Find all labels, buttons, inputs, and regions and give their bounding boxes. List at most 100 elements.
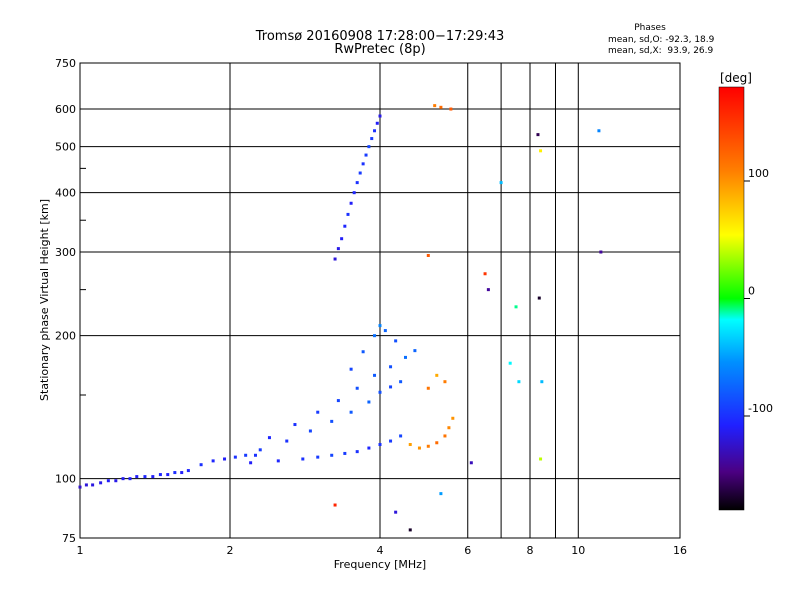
- data-point: [333, 257, 337, 261]
- x-tick-label: 1: [77, 544, 84, 557]
- data-point: [539, 149, 543, 153]
- data-point: [375, 121, 379, 125]
- data-point: [244, 453, 248, 457]
- chart-subtitle: RwPretec (8p): [334, 42, 425, 57]
- data-point: [426, 444, 430, 448]
- data-point: [413, 349, 417, 353]
- data-point: [301, 457, 305, 461]
- data-point: [364, 153, 368, 157]
- data-point: [367, 446, 371, 450]
- data-point: [121, 477, 125, 481]
- colorbar: [deg] 100 0 -100: [718, 71, 773, 511]
- data-point: [258, 448, 262, 452]
- data-point: [399, 434, 403, 438]
- data-points: [78, 104, 603, 532]
- data-point: [536, 133, 540, 137]
- data-point: [333, 503, 337, 507]
- data-point: [483, 272, 487, 276]
- data-point: [340, 237, 344, 241]
- data-point: [373, 334, 377, 338]
- data-point: [378, 114, 382, 118]
- data-point: [508, 361, 512, 365]
- data-point: [106, 479, 110, 483]
- phase-stats: Phases mean, sd,O: -92.3, 18.9 mean, sd,…: [608, 23, 715, 56]
- data-point: [343, 451, 347, 455]
- data-point: [355, 450, 359, 454]
- data-point: [285, 439, 289, 443]
- data-point: [367, 145, 371, 149]
- data-point: [99, 481, 103, 485]
- data-point: [276, 459, 280, 463]
- data-point: [349, 201, 353, 205]
- data-point: [267, 436, 271, 440]
- data-point: [378, 443, 382, 447]
- data-point: [293, 423, 297, 427]
- x-tick-label: 6: [464, 544, 471, 557]
- data-point: [408, 528, 412, 532]
- data-point: [540, 380, 544, 384]
- colorbar-label: [deg]: [720, 71, 752, 85]
- data-point: [128, 477, 132, 481]
- data-point: [449, 107, 453, 111]
- data-point: [346, 212, 350, 216]
- x-axis-label: Frequency [MHz]: [334, 558, 426, 571]
- data-point: [378, 324, 382, 328]
- data-point: [435, 441, 439, 445]
- data-point: [486, 288, 490, 292]
- data-point: [349, 367, 353, 371]
- data-point: [135, 475, 139, 479]
- data-point: [233, 455, 237, 459]
- data-point: [426, 253, 430, 257]
- y-tick-label: 500: [55, 141, 76, 154]
- x-tick-label: 2: [227, 544, 234, 557]
- y-tick-label: 750: [55, 57, 76, 70]
- data-point: [361, 162, 365, 166]
- x-tick-label: 16: [673, 544, 687, 557]
- y-axis-label: Stationary phase Virtual Height [km]: [38, 199, 51, 401]
- data-point: [433, 104, 437, 108]
- data-point: [151, 475, 155, 479]
- phase-stats-x: mean, sd,X: 93.9, 26.9: [608, 46, 714, 56]
- data-point: [352, 191, 356, 195]
- data-point: [378, 390, 382, 394]
- data-point: [389, 385, 393, 389]
- data-point: [439, 492, 443, 496]
- data-point: [408, 443, 412, 447]
- x-tick-label: 8: [527, 544, 534, 557]
- data-point: [355, 181, 359, 185]
- data-point: [373, 129, 377, 133]
- x-tick-label: 10: [571, 544, 585, 557]
- data-point: [253, 453, 257, 457]
- phase-stats-title: Phases: [634, 23, 666, 33]
- x-tick-label: 4: [377, 544, 384, 557]
- data-point: [435, 373, 439, 377]
- data-point: [539, 457, 543, 461]
- data-point: [158, 473, 162, 477]
- data-point: [447, 426, 451, 430]
- data-point: [394, 510, 398, 514]
- data-point: [451, 416, 455, 420]
- data-point: [389, 439, 393, 443]
- data-point: [91, 483, 95, 487]
- data-point: [443, 434, 447, 438]
- colorbar-tick-label: 0: [748, 285, 755, 298]
- y-tick-label: 200: [55, 330, 76, 343]
- colorbar-scale: [718, 86, 745, 511]
- data-point: [426, 386, 430, 390]
- data-point: [78, 485, 82, 489]
- data-point: [330, 453, 334, 457]
- data-point: [597, 129, 601, 133]
- data-point: [211, 459, 215, 463]
- data-point: [417, 446, 421, 450]
- y-tick-label: 100: [55, 473, 76, 486]
- data-point: [389, 365, 393, 369]
- axis-ticks: 1 2 4 6 8 10 16 75 100 200 300 400 500 600 750: [55, 57, 687, 557]
- data-point: [166, 473, 170, 477]
- data-point: [499, 181, 503, 185]
- data-point: [316, 455, 320, 459]
- data-point: [373, 373, 377, 377]
- data-point: [316, 410, 320, 414]
- data-point: [249, 461, 253, 465]
- data-point: [361, 350, 365, 354]
